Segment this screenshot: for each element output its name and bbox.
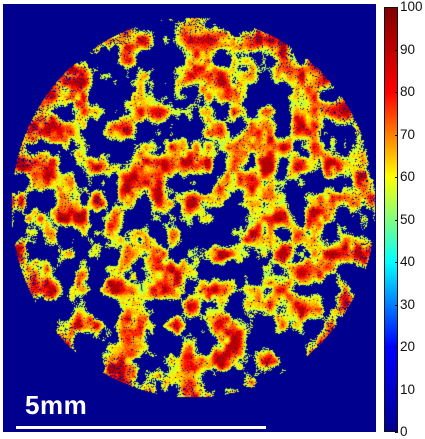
colorbar-tick-label: 80 [394,84,416,99]
colorbar-tick-label: 20 [394,339,416,354]
heatmap-image [3,4,376,432]
colorbar-tick-label: 40 [394,254,416,269]
colorbar-tick-label: 30 [394,296,416,312]
colorbar-tick-label: 10 [394,381,416,397]
scale-bar [16,426,266,429]
colorbar-tick-label: 50 [394,211,416,227]
colorbar-tick-label: 60 [394,169,416,184]
heatmap-panel: 5mm [3,4,376,432]
colorbar-tick-label: 100 [395,0,423,14]
colorbar-tick-label: 0 [395,424,408,439]
scale-bar-label: 5mm [25,390,88,420]
colorbar-tick-label: 90 [394,41,416,57]
colorbar-tick-label: 70 [394,126,416,142]
